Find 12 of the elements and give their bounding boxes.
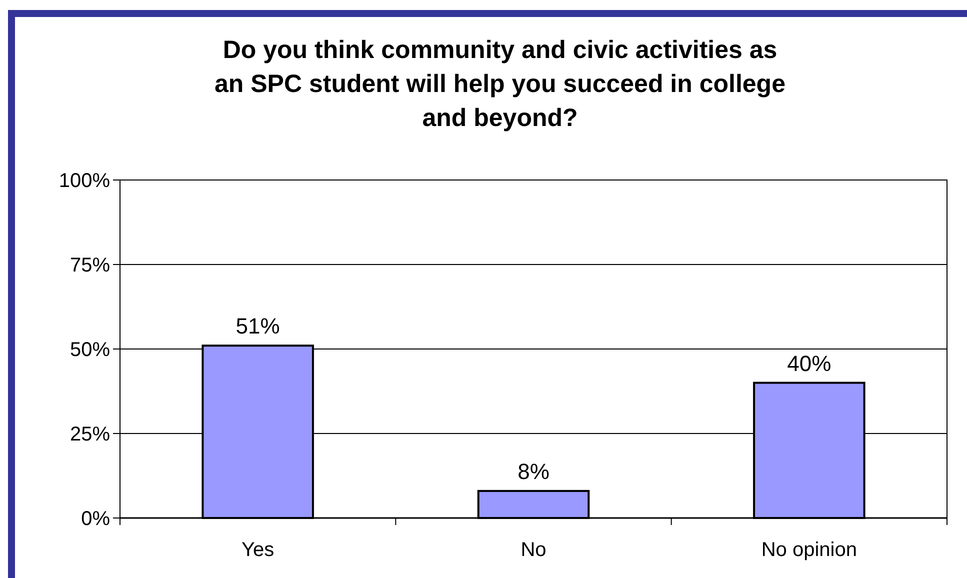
x-tick-label: Yes: [242, 539, 274, 561]
x-tick-label: No opinion: [761, 539, 857, 561]
y-tick-label: 100%: [58, 170, 110, 192]
chart-title: Do you think community and civic activities as an SPC student will help you succeed in college and beyond?: [214, 36, 786, 132]
y-tick-label: 0%: [81, 508, 110, 530]
y-tick-label: 75%: [70, 254, 110, 276]
data-label: 51%: [236, 314, 280, 339]
y-tick-label: 25%: [70, 424, 110, 446]
data-label: 40%: [787, 350, 832, 376]
x-tick-label: No: [520, 539, 546, 561]
y-tick-label: 50%: [70, 339, 110, 361]
data-label: 8%: [518, 458, 550, 484]
